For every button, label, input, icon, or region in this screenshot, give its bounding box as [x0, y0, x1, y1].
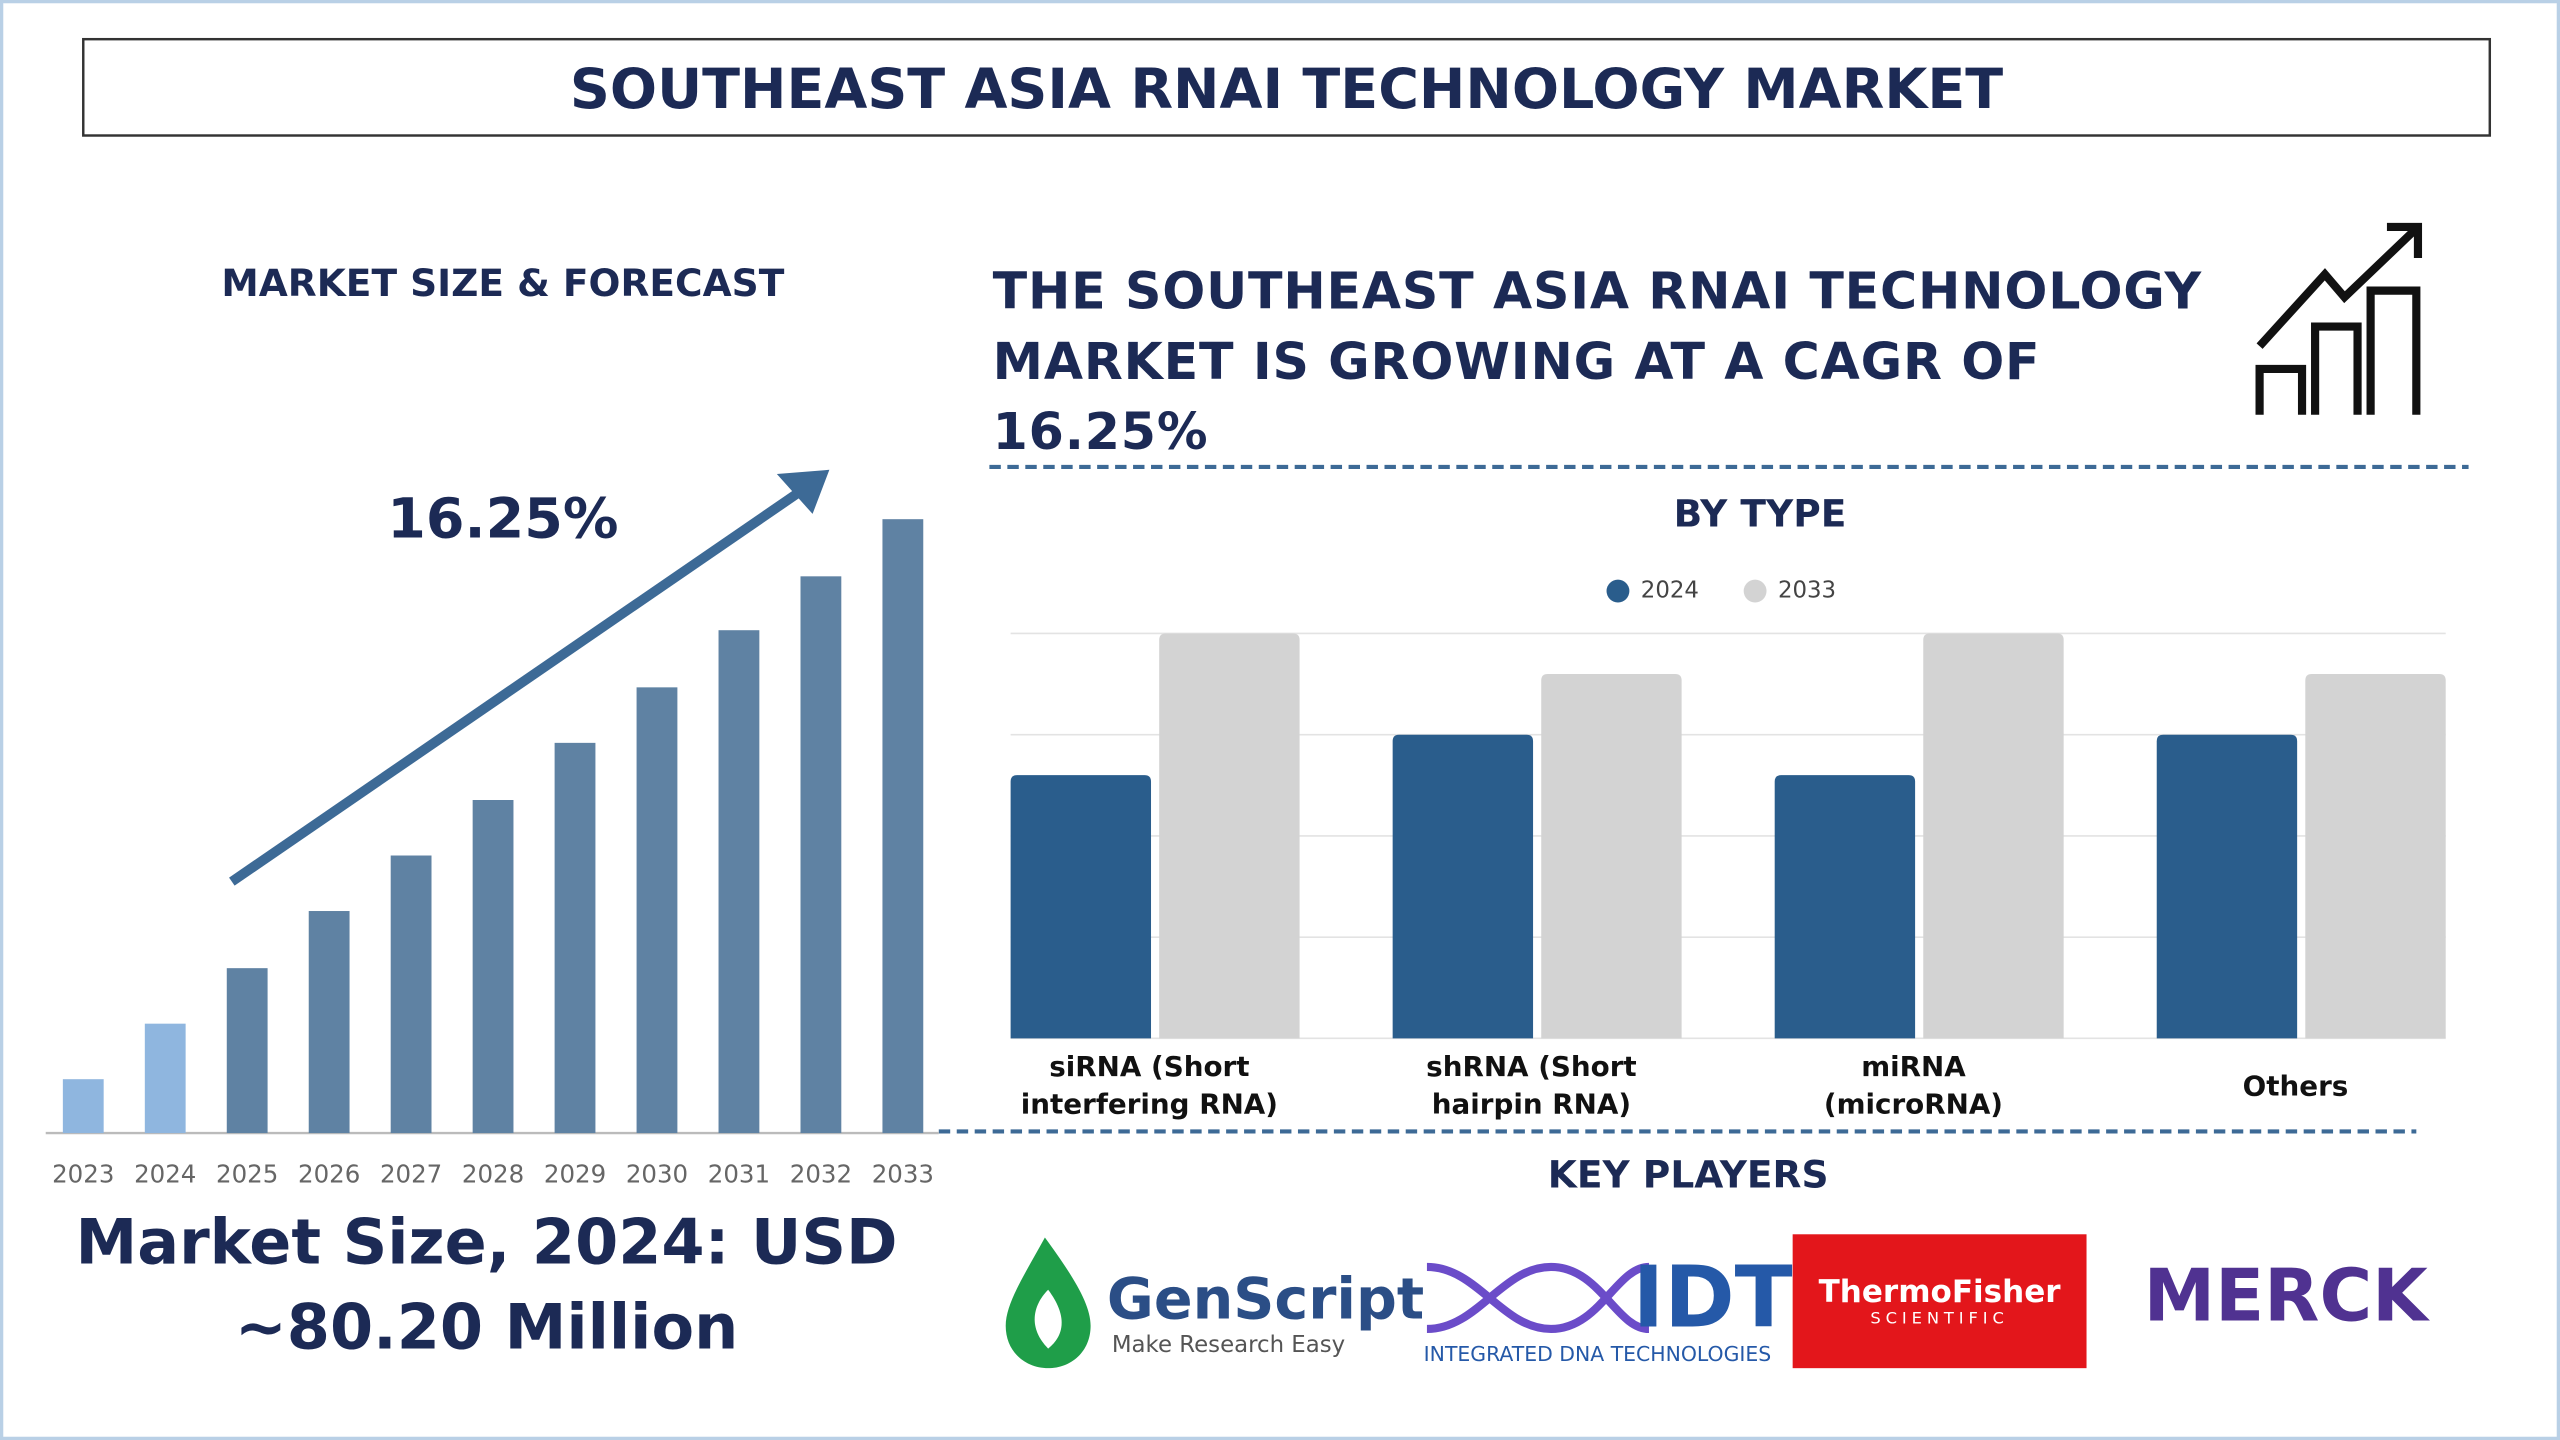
bar: [2305, 673, 2446, 1039]
x-tick-label: 2025: [216, 1160, 278, 1189]
headline-box: THE SOUTHEAST ASIA RNAI TECHNOLOGY MARKE…: [992, 262, 2203, 463]
x-tick-label: 2030: [626, 1160, 688, 1189]
chart-title: MARKET SIZE & FORECAST: [221, 261, 784, 305]
x-tick-label: 2024: [134, 1160, 196, 1189]
bar: [144, 1023, 186, 1134]
section-title: KEY PLAYERS: [1548, 1153, 1829, 1197]
bar: [472, 800, 514, 1134]
x-tick-label: 2032: [790, 1160, 852, 1189]
legend-swatch: [1606, 579, 1630, 603]
bar: [390, 855, 432, 1134]
title-box: [82, 37, 2492, 137]
bar: [1923, 633, 2064, 1039]
genscript-icon: [1034, 1289, 1062, 1349]
x-label-box: Others: [2242, 1070, 2349, 1103]
legend-label: 2033: [1778, 578, 1836, 604]
bar: [800, 576, 842, 1134]
x-tick-label: siRNA (Short interfering RNA): [1020, 1051, 1278, 1122]
idt-helix: [1426, 1262, 1650, 1334]
bar: [62, 1079, 104, 1134]
bar: [554, 742, 596, 1134]
x-tick-label: 2023: [52, 1160, 114, 1189]
bar: [636, 687, 678, 1134]
market-size: Market Size, 2024: USD ~80.20 Million: [75, 1206, 898, 1364]
x-tick-label: Others: [2242, 1070, 2349, 1103]
x-tick-label: 2029: [544, 1160, 606, 1189]
bar: [1010, 775, 1152, 1039]
logo-tagline: SCIENTIFIC: [1870, 1309, 2008, 1328]
x-tick-label: shRNA (Short hairpin RNA): [1426, 1051, 1637, 1122]
growth-icon: [2255, 222, 2423, 415]
bar: [1159, 633, 1300, 1039]
x-tick-label: 2033: [872, 1160, 934, 1189]
x-label-box: miRNA (microRNA): [1823, 1051, 2004, 1122]
logo-name: ThermoFisher: [1819, 1274, 2062, 1310]
x-label-box: siRNA (Short interfering RNA): [1020, 1051, 1278, 1122]
bar: [308, 911, 350, 1134]
bar: [2156, 734, 2298, 1039]
market-size-box: Market Size, 2024: USD ~80.20 Million: [75, 1206, 898, 1364]
x-tick-label: miRNA (microRNA): [1823, 1051, 2004, 1122]
x-tick-label: 2031: [708, 1160, 770, 1189]
x-tick-label: 2028: [462, 1160, 524, 1189]
bar: [718, 630, 760, 1134]
headline: THE SOUTHEAST ASIA RNAI TECHNOLOGY MARKE…: [992, 262, 2203, 463]
bar: [882, 519, 924, 1134]
growth-arrow-head: [776, 469, 830, 514]
growth-arrow: [229, 480, 813, 886]
legend-label: 2024: [1641, 578, 1699, 604]
logo-name: GenScript: [1107, 1266, 1424, 1332]
bar: [1392, 734, 1534, 1039]
logo-name: IDT: [1633, 1248, 1793, 1347]
x-tick-label: 2026: [298, 1160, 360, 1189]
x-tick-label: 2027: [380, 1160, 442, 1189]
cagr-annotation: 16.25%: [387, 487, 618, 552]
logo-tagline: INTEGRATED DNA TECHNOLOGIES: [1424, 1342, 1772, 1366]
bar: [226, 968, 268, 1134]
thermo-box: [1792, 1234, 2087, 1369]
legend-swatch: [1743, 579, 1767, 603]
x-label-box: shRNA (Short hairpin RNA): [1426, 1051, 1637, 1122]
chart-title: BY TYPE: [1674, 491, 1847, 535]
logo-tagline: Make Research Easy: [1112, 1332, 1345, 1358]
logo-name: MERCK: [2144, 1254, 2431, 1338]
bar: [1541, 673, 1682, 1039]
page-title: SOUTHEAST ASIA RNAI TECHNOLOGY MARKET: [570, 57, 2003, 122]
bar: [1774, 775, 1916, 1039]
